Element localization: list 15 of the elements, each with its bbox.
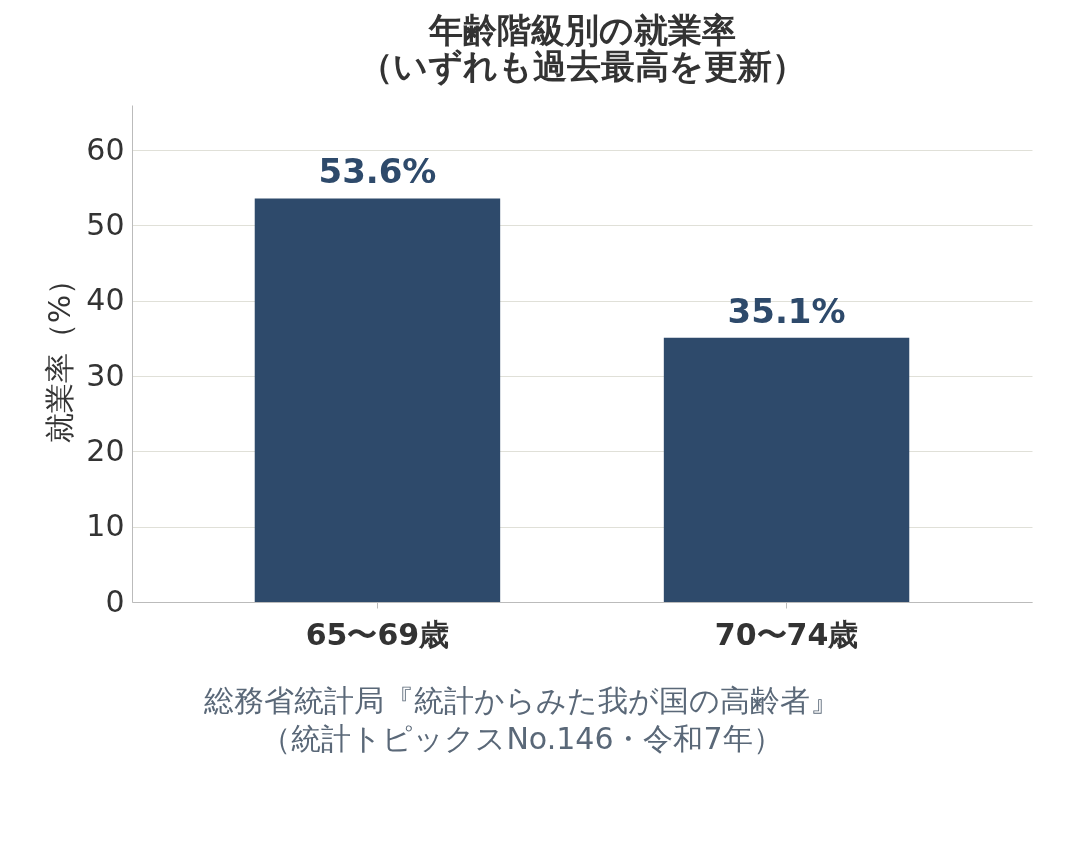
x-tick-label: 70〜74歳 [714, 616, 859, 652]
y-tick-label: 0 [105, 583, 125, 619]
text: （統計トピックスNo.146・令和7年） [261, 721, 783, 756]
chart-title: 年齢階級別の就業率（いずれも過去最高を更新） [358, 10, 806, 86]
text: 総務省統計局『統計からみた我が国の高齢者』 [203, 683, 840, 718]
y-axis-title: 就業率（%） [42, 264, 78, 444]
text: 35.1% [727, 290, 846, 331]
y-tick-label: 50 [86, 206, 125, 242]
x-tick-label: 65〜69歳 [305, 616, 450, 652]
y-tick-label: 60 [86, 131, 125, 167]
y-tick-label: 30 [86, 357, 125, 393]
y-tick-label: 20 [86, 432, 125, 468]
text: 53.6% [318, 151, 437, 192]
y-tick-label: 40 [86, 282, 125, 318]
y-tick-label: 10 [86, 508, 125, 544]
